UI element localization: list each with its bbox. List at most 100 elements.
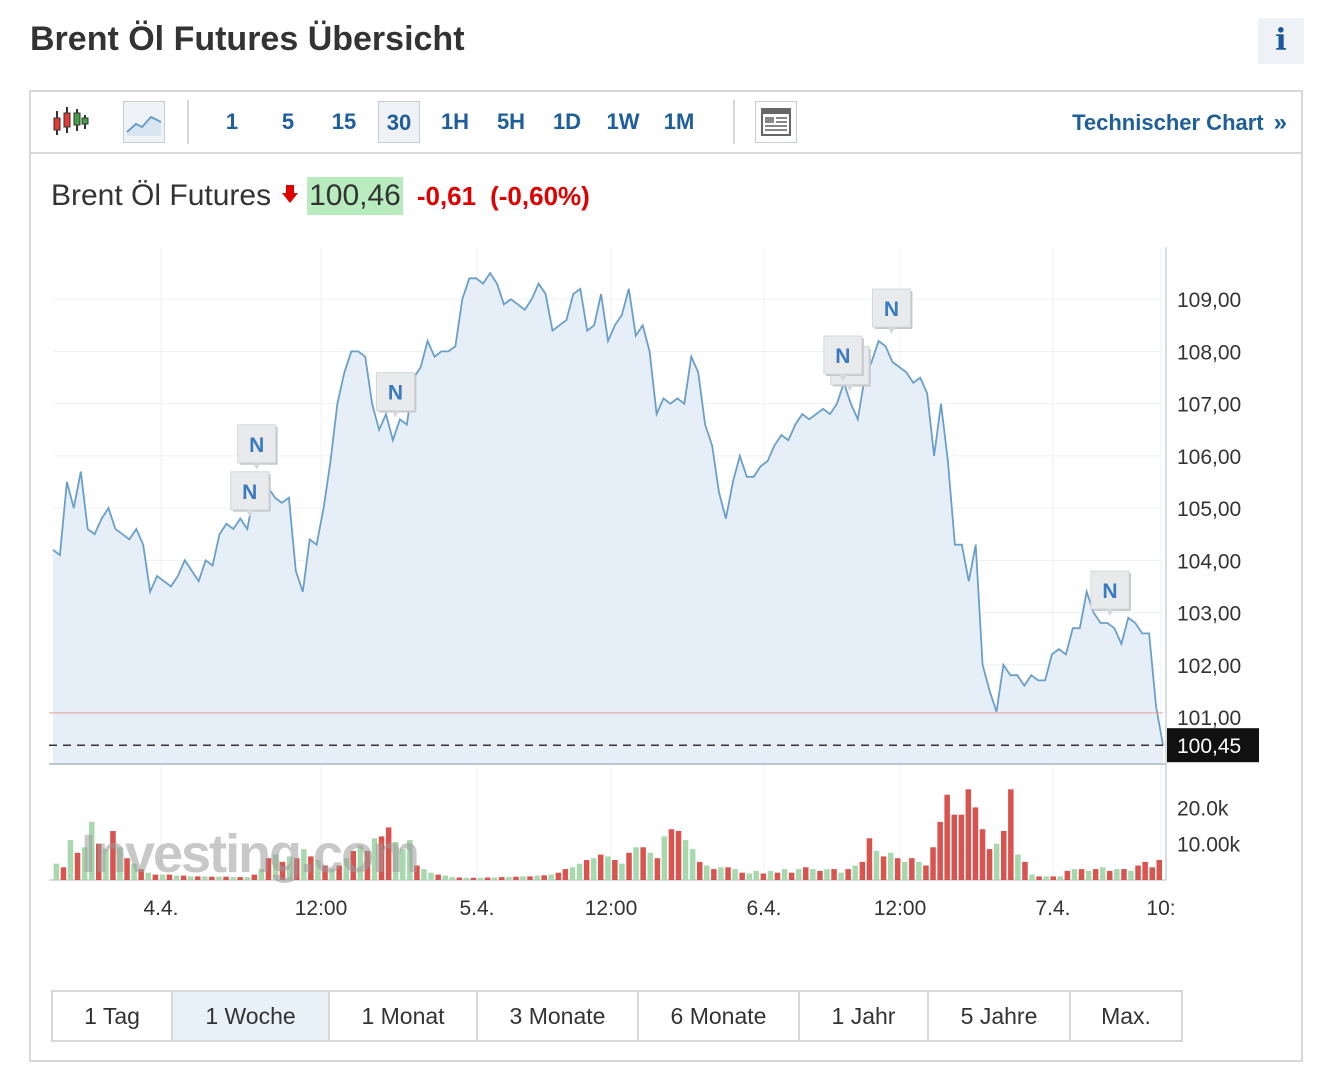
volume-bar	[414, 865, 420, 880]
volume-bar	[965, 789, 972, 880]
x-tick-label: 12:00	[295, 897, 348, 920]
toolbar-separator	[187, 100, 189, 144]
volume-bar	[145, 872, 151, 880]
chevron-right-icon: »	[1273, 109, 1287, 136]
volume-bar	[258, 869, 265, 880]
range-5-jahre[interactable]: 5 Jahre	[929, 992, 1071, 1040]
area-chart-icon[interactable]	[123, 101, 165, 143]
volume-bar	[421, 869, 427, 880]
volume-bar	[1029, 874, 1035, 880]
news-marker[interactable]: N	[871, 288, 913, 334]
interval-5[interactable]: 5	[281, 109, 295, 134]
volume-bar	[583, 860, 590, 880]
volume-bar	[265, 858, 272, 880]
range-6-monate[interactable]: 6 Monate	[639, 992, 800, 1040]
volume-bar	[845, 869, 851, 880]
layout-icon[interactable]	[755, 101, 797, 143]
range-1-woche[interactable]: 1 Woche	[173, 992, 330, 1040]
price-tick-label: 106,00	[1177, 446, 1241, 469]
volume-bar	[1008, 789, 1014, 880]
interval-1h[interactable]: 1H	[440, 109, 470, 134]
volume-bar	[428, 872, 434, 880]
volume-bar	[866, 838, 873, 880]
interval-1m[interactable]: 1M	[663, 109, 695, 134]
info-button[interactable]: i	[1258, 18, 1304, 64]
volume-bar	[513, 876, 519, 880]
range-max[interactable]: Max.	[1071, 992, 1181, 1040]
volume-bar	[894, 858, 901, 880]
current-price-label: 100,45	[1177, 735, 1241, 758]
interval-15[interactable]: 15	[331, 109, 357, 134]
volume-bar	[322, 865, 328, 880]
volume-bar	[824, 869, 830, 880]
x-tick-label: 7.4.	[1035, 897, 1070, 920]
interval-30[interactable]: 30	[378, 101, 420, 143]
volume-bar	[74, 852, 81, 880]
news-marker[interactable]: N	[1090, 570, 1131, 616]
volume-bar	[1092, 869, 1099, 880]
volume-bar	[272, 854, 279, 880]
volume-bar	[704, 865, 710, 880]
current-price-box	[1167, 728, 1259, 763]
news-marker[interactable]: N	[375, 372, 417, 418]
range-3-monate[interactable]: 3 Monate	[478, 992, 639, 1040]
volume-bar	[746, 873, 752, 880]
volume-bar	[499, 877, 505, 880]
range-selector: 1 Tag 1 Woche 1 Monat 3 Monate 6 Monate …	[51, 990, 1183, 1042]
volume-bar	[916, 861, 922, 880]
volume-bar	[1001, 831, 1007, 880]
volume-bar	[569, 867, 576, 880]
instrument-name: Brent Öl Futures	[51, 179, 272, 212]
volume-bar	[1022, 861, 1028, 880]
volume-bar	[385, 827, 392, 880]
volume-bar	[803, 867, 809, 880]
toolbar-separator	[733, 100, 735, 144]
price-tick-label: 108,00	[1177, 341, 1241, 364]
volume-bar	[944, 794, 950, 880]
interval-1[interactable]: 1	[225, 109, 239, 134]
volume-bar	[202, 876, 208, 880]
volume-bar	[53, 863, 60, 880]
volume-bar	[675, 831, 682, 880]
volume-bar	[689, 849, 696, 880]
volume-bar	[937, 821, 943, 880]
volume-bar	[1078, 869, 1085, 880]
volume-bar	[654, 858, 661, 880]
news-marker[interactable]: N	[823, 335, 864, 381]
interval-1d[interactable]: 1D	[552, 109, 582, 134]
volume-bar	[626, 852, 632, 880]
price-change-percent: (-0,60%)	[490, 180, 590, 211]
volume-bar	[173, 875, 180, 880]
volume-bar	[796, 869, 802, 880]
interval-1w[interactable]: 1W	[606, 109, 640, 134]
news-marker[interactable]: N	[230, 471, 271, 517]
volume-bar	[364, 851, 371, 880]
volume-bar	[1142, 861, 1148, 880]
volume-bar	[315, 860, 321, 880]
volume-bar	[979, 829, 986, 880]
range-1-monat[interactable]: 1 Monat	[330, 992, 478, 1040]
interval-5h[interactable]: 5H	[496, 109, 526, 134]
news-marker-label: N	[242, 481, 257, 504]
volume-bar	[1050, 876, 1056, 880]
volume-bar	[562, 869, 569, 880]
volume-bar	[1128, 870, 1134, 880]
volume-bar	[1036, 876, 1042, 880]
news-marker-label: N	[1102, 580, 1117, 603]
range-1-jahr[interactable]: 1 Jahr	[800, 992, 929, 1040]
volume-bar	[732, 869, 738, 880]
candlestick-icon[interactable]	[49, 101, 91, 143]
volume-bar	[237, 877, 243, 880]
news-marker[interactable]: N	[237, 424, 278, 470]
volume-bar	[209, 876, 215, 880]
news-marker-label: N	[388, 382, 403, 405]
volume-bar	[244, 877, 250, 880]
technical-chart-link[interactable]: Technischer Chart »	[1072, 92, 1287, 154]
volume-bar	[1135, 865, 1141, 880]
volume-bar	[138, 869, 144, 880]
x-tick-label: 12:00	[874, 897, 927, 920]
range-1-tag[interactable]: 1 Tag	[53, 992, 173, 1040]
volume-bar	[923, 865, 929, 880]
price-chart[interactable]: 109,00 108,00 107,00 106,00 105,00 104,00 103,…	[31, 92, 1301, 972]
volume-bar	[336, 865, 342, 880]
